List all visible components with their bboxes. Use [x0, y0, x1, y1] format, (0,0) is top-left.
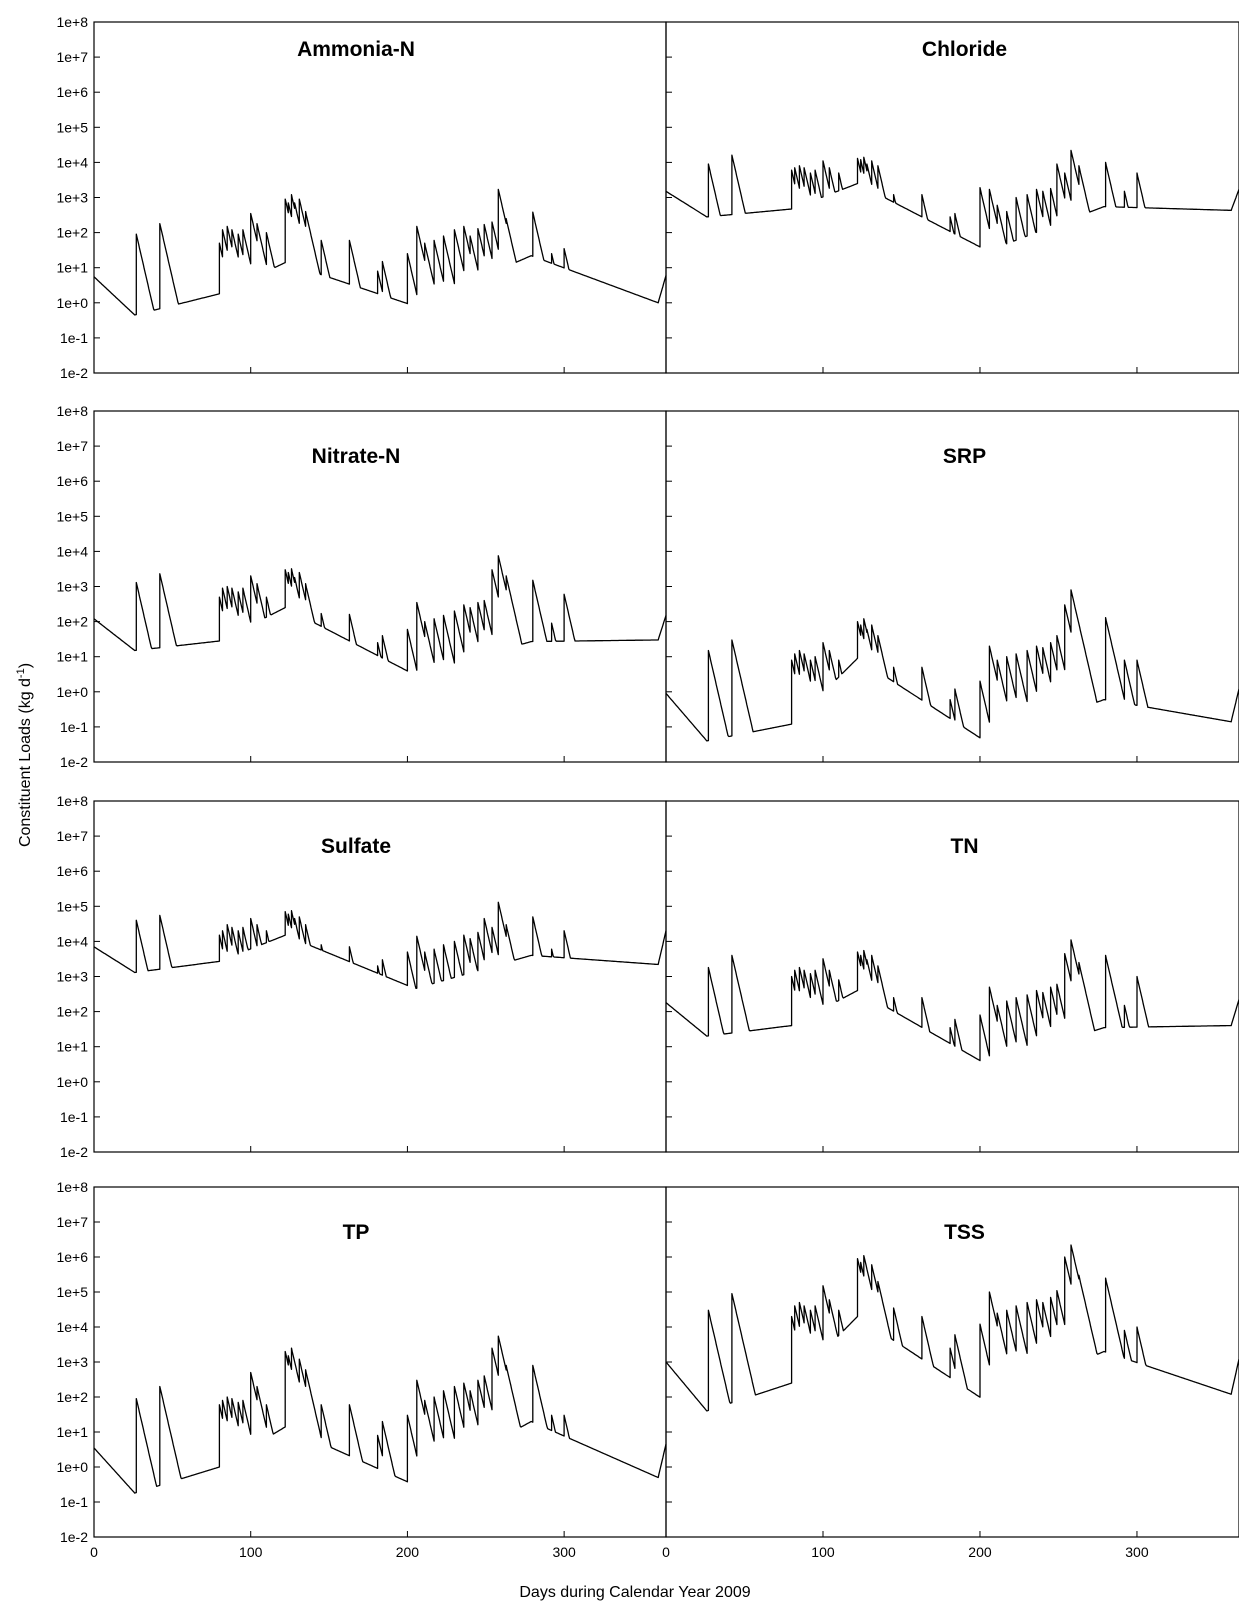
y-tick-label: 1e+1: [56, 1424, 88, 1440]
y-tick-label: 1e+7: [56, 49, 88, 65]
panel-title: Ammonia-N: [297, 38, 415, 61]
y-axis-label-superscript: -1: [15, 668, 27, 678]
panel: 1e-2 1e-1 1e+0 1e+1 1e+2 1e+3 1e+4 1e+5 1e+6 1e+7…: [56, 793, 667, 1160]
panel-frame: [665, 21, 1239, 374]
y-tick-label: 1e+4: [56, 154, 88, 170]
y-tick-label: 1e+8: [56, 403, 88, 419]
y-tick-label: 1e+2: [56, 1389, 88, 1405]
y-tick-label: 1e+8: [56, 793, 88, 809]
y-tick-label: 1e+1: [56, 649, 88, 665]
panel: 1e-2 1e-1 1e+0 1e+1 1e+2 1e+3 1e+4 1e+5 1e+6 1e+7…: [56, 403, 667, 770]
x-tick-label: 300: [552, 1544, 576, 1560]
series-line: [93, 901, 667, 990]
y-tick-label: 1e+4: [56, 1319, 88, 1335]
panel-frame: [93, 1186, 667, 1538]
x-tick-label: 0: [90, 1544, 98, 1560]
panel: 1e-2 1e-1 1e+0 1e+1 1e+2 1e+3 1e+4 1e+5 1e+6 1e+7…: [56, 1179, 667, 1560]
y-tick-label: 1e+0: [56, 295, 88, 311]
y-tick-label: 1e+8: [56, 1179, 88, 1195]
chart-panels: 1e-2 1e-1 1e+0 1e+1 1e+2 1e+3 1e+4 1e+5 1e+6 1e+7…: [56, 14, 1239, 1560]
y-tick-label: 1e+6: [56, 1249, 88, 1265]
x-tick-label: 100: [239, 1544, 263, 1560]
y-tick-label: 1e+0: [56, 684, 88, 700]
y-tick-label: 1e-1: [60, 1109, 88, 1125]
series-line: [665, 1244, 1239, 1412]
y-tick-label: 1e+6: [56, 473, 88, 489]
series-line: [665, 589, 1239, 742]
panel-title: TN: [951, 835, 979, 858]
y-tick-label: 1e+2: [56, 225, 88, 241]
y-axis-label: Constituent Loads (kg d-1): [15, 663, 34, 847]
y-tick-label: 1e+3: [56, 190, 88, 206]
panel-title: Nitrate-N: [312, 445, 401, 468]
y-tick-label: 1e+7: [56, 438, 88, 454]
y-tick-label: 1e+5: [56, 898, 88, 914]
y-axis-label-text: Constituent Loads (kg d: [17, 678, 34, 847]
y-tick-label: 1e+5: [56, 119, 88, 135]
x-tick-label: 100: [811, 1544, 835, 1560]
y-tick-label: 1e+3: [56, 1354, 88, 1370]
y-tick-label: 1e+3: [56, 579, 88, 595]
panel-title: SRP: [943, 445, 986, 468]
panel: 0 100 200 300 TSS: [662, 1186, 1239, 1560]
x-tick-label: 200: [968, 1544, 992, 1560]
x-axis-label: Days during Calendar Year 2009: [519, 1584, 750, 1601]
y-tick-label: 1e-2: [60, 1529, 88, 1545]
x-tick-label: 300: [1125, 1544, 1149, 1560]
panel: Chloride: [665, 21, 1239, 374]
y-tick-label: 1e-1: [60, 719, 88, 735]
y-tick-label: 1e-2: [60, 365, 88, 381]
y-tick-label: 1e+4: [56, 933, 88, 949]
y-tick-label: 1e+1: [56, 1039, 88, 1055]
y-tick-label: 1e-1: [60, 1494, 88, 1510]
series-line: [93, 188, 667, 316]
y-tick-label: 1e+7: [56, 828, 88, 844]
series-line: [93, 555, 667, 672]
y-axis-label-close: ): [17, 663, 34, 668]
y-tick-label: 1e+2: [56, 1004, 88, 1020]
x-tick-label: 200: [396, 1544, 420, 1560]
y-tick-label: 1e+8: [56, 14, 88, 30]
series-line: [665, 149, 1239, 248]
panel-title: TP: [343, 1221, 370, 1244]
series-line: [665, 939, 1239, 1062]
x-tick-label: 0: [662, 1544, 670, 1560]
y-tick-label: 1e+5: [56, 1284, 88, 1300]
y-tick-label: 1e+5: [56, 508, 88, 524]
panel: SRP: [665, 410, 1239, 763]
y-tick-label: 1e+6: [56, 84, 88, 100]
y-tick-label: 1e+4: [56, 543, 88, 559]
y-tick-label: 1e-2: [60, 1144, 88, 1160]
series-line: [93, 1335, 667, 1494]
y-tick-label: 1e+2: [56, 614, 88, 630]
y-tick-label: 1e+7: [56, 1214, 88, 1230]
panel-title: TSS: [944, 1221, 985, 1244]
y-tick-label: 1e+0: [56, 1459, 88, 1475]
y-tick-label: 1e-1: [60, 330, 88, 346]
panel-title: Chloride: [922, 38, 1007, 61]
y-tick-label: 1e-2: [60, 754, 88, 770]
y-tick-label: 1e+6: [56, 863, 88, 879]
panel: 1e-2 1e-1 1e+0 1e+1 1e+2 1e+3 1e+4 1e+5 1e+6 1e+7…: [56, 14, 667, 381]
y-tick-label: 1e+1: [56, 260, 88, 276]
y-tick-label: 1e+3: [56, 969, 88, 985]
y-tick-label: 1e+0: [56, 1074, 88, 1090]
panel: TN: [665, 800, 1239, 1153]
panel-title: Sulfate: [321, 835, 391, 858]
panel-frame: [93, 21, 667, 374]
